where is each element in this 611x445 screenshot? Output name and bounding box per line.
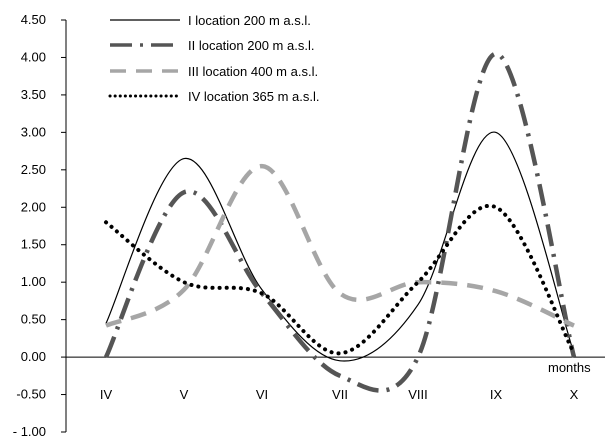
series-line-3 [105, 163, 575, 328]
x-axis-label: months [548, 360, 591, 375]
x-tick-label: VIII [408, 387, 428, 402]
y-tick-label: - 1.00 [13, 424, 46, 439]
x-tick-label: VII [332, 387, 348, 402]
x-tick-label: VI [256, 387, 268, 402]
legend-label-2: II location 200 m a.s.l. [188, 38, 314, 53]
series-line-2 [103, 51, 577, 393]
y-tick-label: 2.00 [21, 199, 46, 214]
x-tick-label: V [180, 387, 189, 402]
y-tick-label: 1.50 [21, 237, 46, 252]
legend-label-3: III location 400 m a.s.l. [188, 64, 318, 79]
y-tick-label: 0.50 [21, 312, 46, 327]
y-tick-label: 4.50 [21, 12, 46, 27]
y-tick-label: 3.50 [21, 87, 46, 102]
legend-label-4: IV location 365 m a.s.l. [188, 89, 320, 104]
series-line-1 [105, 131, 575, 362]
legend: I location 200 m a.s.l. II location 200 m… [108, 13, 320, 104]
x-tick-label: X [570, 387, 579, 402]
y-tick-label: 0.00 [21, 349, 46, 364]
series-line-4 [104, 203, 576, 356]
x-tick-label: IX [490, 387, 503, 402]
series-layer [103, 51, 577, 393]
y-tick-label: 2.50 [21, 162, 46, 177]
y-tick-label: -0.50 [16, 387, 46, 402]
axes: - 1.00 -0.50 0.00 0.50 1.00 1.50 2.00 2.50 3.00 3… [13, 12, 605, 439]
y-tick-label: 4.00 [21, 49, 46, 64]
y-tick-label: 1.00 [21, 274, 46, 289]
y-tick-label: 3.00 [21, 124, 46, 139]
x-tick-label: IV [100, 387, 113, 402]
legend-label-1: I location 200 m a.s.l. [188, 13, 311, 28]
